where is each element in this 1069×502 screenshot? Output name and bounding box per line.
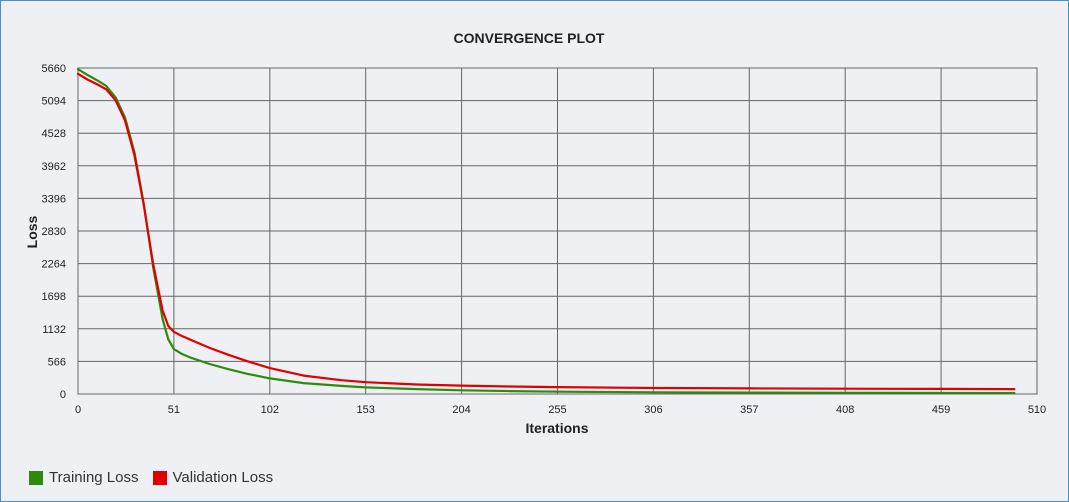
legend-label-validation: Validation Loss	[172, 469, 274, 486]
legend-item-validation[interactable]: Validation Loss	[152, 469, 274, 486]
series-line-training	[76, 68, 1016, 395]
tick-labels: 0 566 1132 1698 2264 2830 3396 3962 4528 5094 5660…	[42, 63, 1047, 416]
series-lines	[76, 68, 1016, 395]
x-axis-title: Iterations	[525, 420, 588, 436]
y-axis-title: Loss	[24, 215, 40, 248]
y-tick-label: 5660	[42, 63, 66, 75]
x-tick-label: 357	[740, 404, 758, 416]
x-tick-label: 510	[1028, 404, 1046, 416]
y-tick-label: 3962	[42, 161, 66, 173]
y-tick-label: 1698	[42, 291, 66, 303]
legend-label-training: Training Loss	[49, 469, 139, 486]
y-tick-label: 5094	[42, 96, 66, 108]
y-tick-label: 4528	[42, 128, 66, 140]
x-tick-label: 153	[357, 404, 375, 416]
y-tick-label: 2264	[42, 259, 66, 271]
grid	[77, 67, 1038, 395]
legend: Training Loss Validation Loss	[29, 469, 287, 486]
legend-swatch-validation	[152, 470, 167, 485]
x-tick-label: 459	[932, 404, 950, 416]
legend-item-training[interactable]: Training Loss	[29, 469, 139, 486]
chart-title: CONVERGENCE PLOT	[454, 30, 605, 46]
y-tick-label: 0	[60, 389, 66, 401]
y-tick-label: 1132	[42, 324, 66, 336]
y-tick-label: 3396	[42, 193, 66, 205]
y-tick-label: 2830	[42, 226, 66, 238]
x-tick-label: 255	[548, 404, 566, 416]
series-line-validation	[76, 72, 1016, 391]
x-tick-label: 51	[168, 404, 180, 416]
x-tick-label: 102	[261, 404, 279, 416]
x-tick-label: 408	[836, 404, 854, 416]
y-tick-label: 566	[48, 356, 66, 368]
legend-swatch-training	[29, 470, 43, 485]
x-tick-label: 204	[452, 404, 470, 416]
x-tick-label: 0	[75, 404, 81, 416]
x-tick-label: 306	[644, 404, 662, 416]
